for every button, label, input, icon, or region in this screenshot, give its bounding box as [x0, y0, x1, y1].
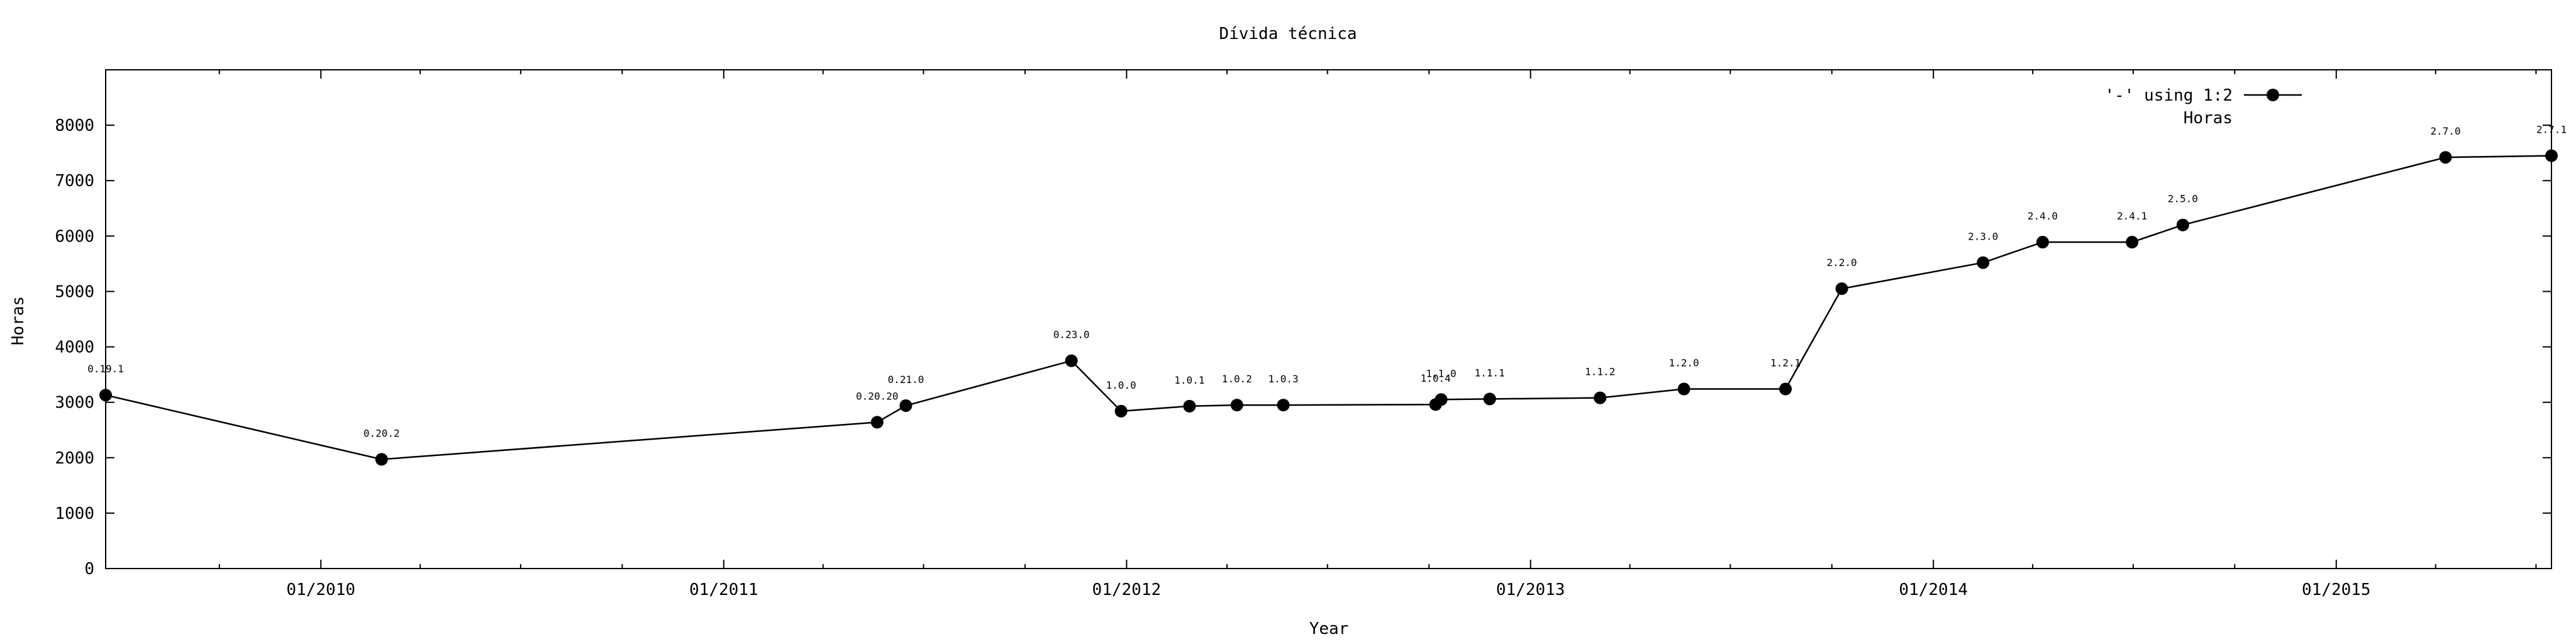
data-point — [870, 416, 884, 429]
legend-marker-sample — [2267, 89, 2279, 101]
data-point — [1594, 391, 1607, 404]
data-label: 0.23.0 — [1053, 329, 1090, 341]
data-label: 0.20.20 — [856, 390, 898, 402]
data-point — [1779, 382, 1792, 396]
data-label: 2.5.0 — [2168, 193, 2198, 205]
data-point — [2036, 236, 2049, 249]
data-point — [99, 389, 112, 402]
data-point — [1677, 382, 1690, 396]
data-label: 1.0.4 — [1421, 372, 1451, 384]
data-label: 1.2.0 — [1669, 357, 1699, 369]
x-tick-label: 01/2010 — [286, 580, 355, 599]
data-point — [2176, 218, 2189, 231]
data-label: 2.4.1 — [2117, 210, 2147, 222]
point-labels: 0.19.1 0.20.2 0.20.20 0.21.0 0.23.0 1.0.0 1.0.… — [87, 124, 2567, 440]
x-tick-label: 01/2014 — [1899, 580, 1968, 599]
data-point — [899, 399, 913, 412]
x-tick-label: 01/2015 — [2302, 580, 2371, 599]
series-line — [105, 155, 2552, 460]
plot-frame — [105, 69, 2552, 569]
data-point — [1835, 282, 1848, 296]
data-point — [1483, 392, 1496, 406]
data-label: 2.2.0 — [1826, 257, 1857, 269]
data-label: 0.20.2 — [364, 427, 400, 439]
axes: 0 1000 2000 3000 4000 5000 6000 7000 8000 01/2010… — [55, 69, 2552, 599]
data-label: 1.1.0 — [1426, 367, 1456, 379]
data-label: 2.7.0 — [2430, 125, 2460, 137]
data-label: 0.19.1 — [87, 363, 124, 375]
data-label: 1.1.1 — [1475, 367, 1505, 379]
data-label: 2.4.0 — [2028, 210, 2058, 222]
data-point — [1977, 256, 1990, 269]
x-axis-label: Year — [1309, 619, 1349, 638]
x-tick-label: 01/2011 — [689, 580, 758, 599]
y-tick-label: 1000 — [55, 504, 94, 523]
data-label: 2.7.1 — [2536, 124, 2567, 136]
data-point — [2439, 151, 2452, 164]
data-label: 1.0.0 — [1106, 379, 1136, 391]
data-point — [2545, 149, 2558, 162]
chart-title: Dívida técnica — [1219, 25, 1357, 43]
y-tick-label: 4000 — [55, 338, 94, 357]
legend-entry-command: '-' using 1:2 — [2105, 86, 2233, 105]
y-tick-label: 7000 — [55, 172, 94, 191]
y-tick-label: 5000 — [55, 282, 94, 301]
data-point — [1277, 399, 1290, 412]
y-tick-label: 6000 — [55, 227, 94, 246]
data-point — [1114, 404, 1128, 418]
y-axis-label: Horas — [9, 296, 28, 345]
data-label: 2.3.0 — [1968, 231, 1998, 243]
data-label: 1.0.3 — [1268, 373, 1298, 385]
y-tick-label: 3000 — [55, 394, 94, 413]
data-label: 1.0.1 — [1174, 374, 1204, 386]
legend: '-' using 1:2 Horas — [2105, 86, 2302, 128]
data-label: 1.0.2 — [1222, 373, 1252, 385]
x-tick-label: 01/2012 — [1092, 580, 1162, 599]
series-layer — [99, 149, 2558, 466]
x-tick-label: 01/2013 — [1496, 580, 1565, 599]
data-label: 1.1.2 — [1585, 366, 1615, 378]
y-tick-label: 2000 — [55, 449, 94, 468]
data-point — [2126, 236, 2139, 249]
y-tick-label: 0 — [84, 560, 94, 579]
data-point — [375, 453, 388, 466]
data-label: 0.21.0 — [887, 374, 924, 386]
data-label: 1.2.1 — [1770, 357, 1801, 369]
data-point — [1230, 399, 1243, 412]
data-point — [1065, 354, 1078, 367]
data-point — [1435, 393, 1448, 406]
data-point — [1183, 399, 1196, 413]
legend-entry-series: Horas — [2184, 109, 2233, 128]
y-tick-label: 8000 — [55, 116, 94, 135]
